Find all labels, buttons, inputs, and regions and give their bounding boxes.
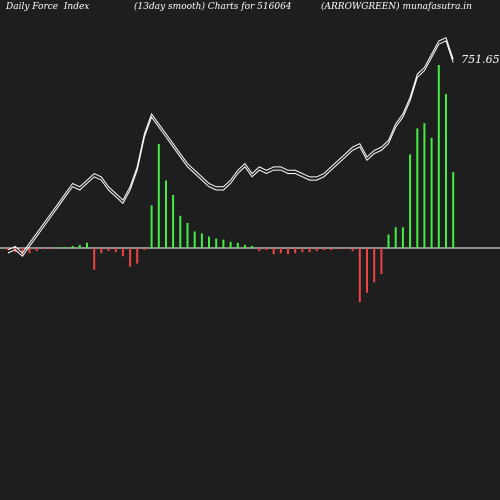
force-index-bar <box>129 248 132 267</box>
force-index-bar <box>107 248 110 252</box>
force-index-bar <box>208 236 210 248</box>
force-index-bar <box>387 234 390 248</box>
force-index-bar <box>279 248 282 254</box>
force-index-bar <box>193 231 196 248</box>
force-index-bar <box>344 248 347 249</box>
force-index-bar <box>337 248 340 249</box>
force-index-bar <box>409 154 412 248</box>
force-index-bar <box>351 248 354 252</box>
price-line-lower <box>7 40 454 258</box>
force-index-bar <box>452 172 455 248</box>
force-index-bar <box>7 248 9 251</box>
force-index-bar <box>287 248 289 255</box>
force-index-bar <box>294 248 297 254</box>
force-index-bar <box>93 248 96 270</box>
force-index-bar <box>35 248 38 252</box>
force-index-bar <box>71 245 74 248</box>
force-index-bar <box>258 248 261 252</box>
chart-title-left: Daily Force Index <box>6 2 90 12</box>
force-index-bar <box>64 247 67 248</box>
force-index-bar <box>21 248 24 257</box>
force-index-bar <box>100 248 103 254</box>
chart-title-right: (ARROWGREEN) munafasutra.in <box>321 2 472 12</box>
force-index-bar <box>57 247 60 248</box>
bar-group <box>7 65 455 303</box>
force-index-bar <box>437 65 440 248</box>
force-index-bar <box>394 227 397 248</box>
force-index-bar <box>222 239 225 248</box>
force-index-bar <box>165 180 167 248</box>
force-index-bar <box>215 238 218 248</box>
force-index-bar <box>380 248 383 274</box>
force-index-bar <box>78 244 81 248</box>
force-index-bar <box>86 242 88 248</box>
force-index-bar <box>358 248 361 303</box>
force-index-bar <box>272 248 275 255</box>
force-index-bar <box>423 123 426 248</box>
chart-title-middle: (13day smooth) Charts for 516064 <box>134 2 292 12</box>
force-index-bar <box>430 137 433 248</box>
force-index-bar <box>114 248 117 253</box>
force-index-bar <box>28 248 31 254</box>
force-index-bar <box>121 248 124 257</box>
price-line-upper <box>7 37 454 254</box>
force-index-bar <box>315 248 318 252</box>
last-value-label: 751.65 <box>461 53 500 66</box>
force-index-bar <box>50 248 53 249</box>
force-index-bar <box>366 248 368 293</box>
force-index-bar <box>179 215 182 248</box>
force-index-bar <box>200 233 203 248</box>
force-index-bar <box>136 248 139 264</box>
force-index-bar <box>42 248 45 249</box>
force-index-bar <box>150 205 153 248</box>
force-index-bar <box>445 94 447 248</box>
force-index-bar <box>186 223 189 248</box>
force-index-bar <box>416 128 419 248</box>
force-index-bar <box>322 248 325 251</box>
force-index-bar <box>243 244 246 248</box>
force-index-bar <box>236 242 239 248</box>
force-index-bar <box>251 245 254 248</box>
force-index-bar <box>143 248 146 251</box>
force-index-bar <box>330 248 333 251</box>
force-index-bar <box>172 195 175 248</box>
force-index-bar <box>157 144 160 248</box>
force-index-bar <box>229 241 232 248</box>
price-line-group <box>7 37 454 258</box>
force-index-bar <box>301 248 304 253</box>
force-index-bar <box>373 248 376 283</box>
force-index-bar <box>308 248 311 253</box>
force-index-bar <box>265 248 268 251</box>
force-index-bar <box>401 227 404 248</box>
